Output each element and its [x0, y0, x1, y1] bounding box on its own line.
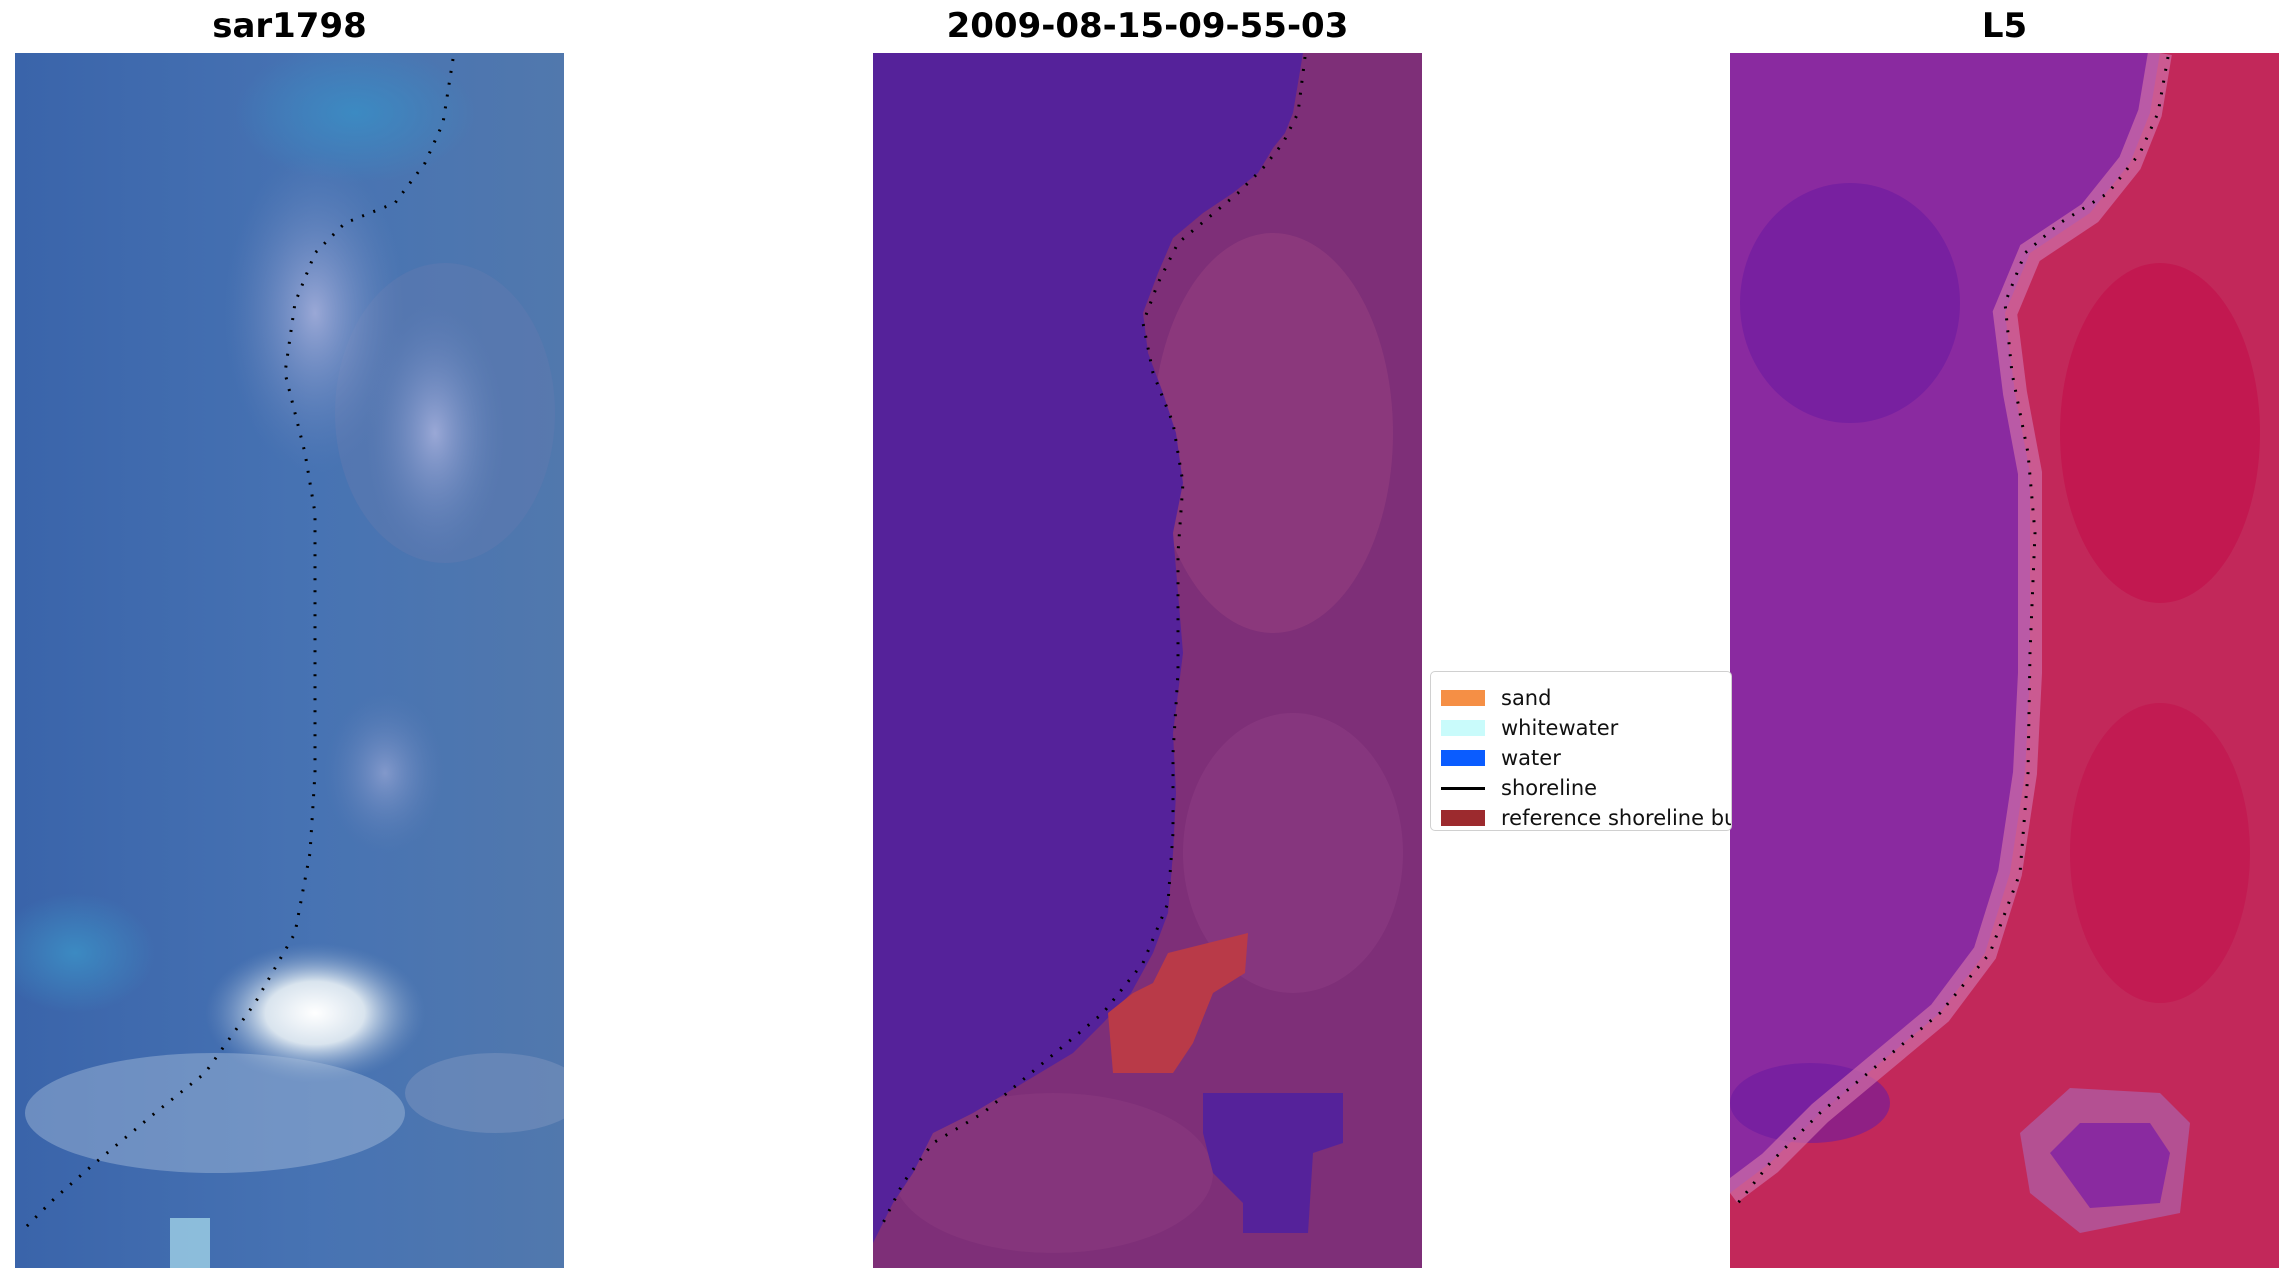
water-swatch	[1441, 750, 1485, 766]
shoreline-line	[1736, 56, 2170, 1204]
index-map-panel	[1730, 53, 2279, 1268]
panel-title-sar1798: sar1798	[212, 6, 367, 46]
legend-label: reference shoreline buffer	[1501, 806, 1731, 830]
water-class-area	[873, 53, 1303, 1243]
panel-title-l5: L5	[1981, 6, 2028, 46]
legend-item-water: water	[1441, 746, 1561, 770]
legend-label: whitewater	[1501, 716, 1619, 740]
legend-label: water	[1501, 746, 1561, 770]
legend-item-shoreline: shoreline	[1441, 776, 1597, 800]
classification-panel	[873, 53, 1422, 1268]
legend-item-whitewater: whitewater	[1441, 716, 1618, 740]
shoreline-line	[881, 56, 1307, 1224]
sand-class-area	[1108, 933, 1248, 1073]
shoreline-line	[23, 58, 455, 1230]
shoreline-swatch	[1441, 786, 1485, 790]
legend-item-sand: sand	[1441, 686, 1551, 710]
panel-title-date: 2009-08-15-09-55-03	[946, 6, 1349, 46]
legend-label: shoreline	[1501, 776, 1598, 800]
sand-swatch	[1441, 690, 1485, 706]
rgb-image-panel	[15, 53, 564, 1268]
water-class-inland	[1203, 1093, 1343, 1233]
whitewater-swatch	[1441, 720, 1485, 736]
legend-item-reference-buffer: reference shoreline buffer	[1441, 806, 1731, 830]
legend: sand whitewater water shoreline referenc…	[1430, 671, 1732, 831]
reference-buffer-swatch	[1441, 810, 1485, 826]
legend-label: sand	[1501, 686, 1552, 710]
